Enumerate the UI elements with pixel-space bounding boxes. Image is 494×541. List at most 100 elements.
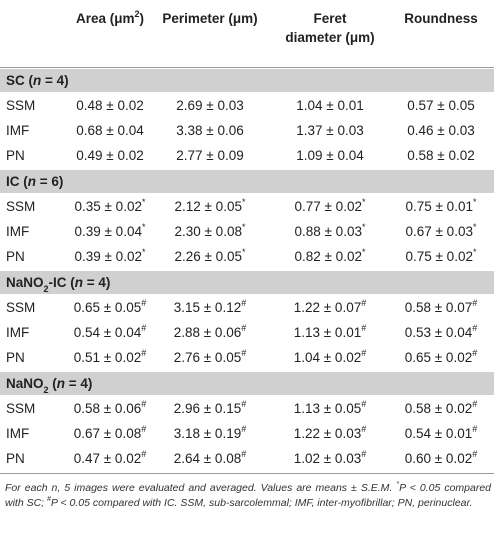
- row-label: IMF: [6, 224, 30, 239]
- cell-value: 1.22 ± 0.07: [293, 300, 362, 315]
- cell-significance-mark: #: [361, 297, 367, 308]
- cell-value: 1.04 ± 0.01: [296, 98, 364, 113]
- cell-perimeter: 2.69 ± 0.03: [150, 97, 270, 114]
- cell-significance-mark: #: [141, 347, 147, 358]
- cell-value: 1.37 ± 0.03: [296, 123, 364, 138]
- table-row: IMF 0.39 ± 0.04* 2.30 ± 0.08* 0.88 ± 0.03* 0…: [0, 219, 494, 244]
- cell-roundness: 0.54 ± 0.01#: [388, 423, 494, 442]
- cell-value: 3.38 ± 0.06: [176, 123, 244, 138]
- cell-significance-mark: #: [472, 423, 478, 434]
- cell-value: 0.75 ± 0.01: [405, 199, 473, 214]
- cell-value: 2.30 ± 0.08: [174, 224, 242, 239]
- cell-roundness: 0.57 ± 0.05: [388, 97, 494, 114]
- row-label: IMF: [6, 123, 30, 138]
- cell-value: 0.58 ± 0.06: [73, 401, 142, 416]
- cell-area: 0.49 ± 0.02: [50, 147, 170, 164]
- cell-roundness: 0.58 ± 0.07#: [388, 297, 494, 316]
- cell-area: 0.68 ± 0.04: [50, 122, 170, 139]
- cell-roundness: 0.75 ± 0.02*: [388, 247, 494, 265]
- cell-value: 2.26 ± 0.05: [174, 249, 242, 264]
- group-header: IC (n = 6): [0, 170, 494, 193]
- footnote-part2: P < 0.05 compared with SC;: [5, 482, 492, 509]
- cell-feret: 1.04 ± 0.01: [270, 97, 390, 114]
- cell-significance-mark: #: [472, 347, 478, 358]
- table-row: PN 0.47 ± 0.02# 2.64 ± 0.08# 1.02 ± 0.03# 0.…: [0, 446, 494, 471]
- cell-value: 0.68 ± 0.04: [76, 123, 144, 138]
- cell-significance-mark: #: [141, 423, 147, 434]
- header-feret: Feret diameter (μm): [270, 9, 390, 47]
- cell-perimeter: 2.26 ± 0.05*: [150, 247, 270, 265]
- cell-value: 0.54 ± 0.04: [73, 325, 142, 340]
- cell-value: 0.46 ± 0.03: [407, 123, 475, 138]
- cell-value: 0.47 ± 0.02: [73, 451, 142, 466]
- header-area-label: Area (μm: [75, 11, 135, 26]
- cell-area: 0.39 ± 0.04*: [50, 222, 170, 240]
- cell-value: 0.75 ± 0.02: [405, 249, 473, 264]
- cell-feret: 1.13 ± 0.05#: [270, 399, 390, 417]
- cell-significance-mark: #: [141, 448, 147, 459]
- cell-value: 2.77 ± 0.09: [176, 148, 244, 163]
- cell-value: 1.22 ± 0.03: [293, 426, 362, 441]
- cell-value: 2.69 ± 0.03: [176, 98, 244, 113]
- table-row: IMF 0.67 ± 0.08# 3.18 ± 0.19# 1.22 ± 0.03# 0…: [0, 421, 494, 446]
- cell-roundness: 0.60 ± 0.02#: [388, 449, 494, 467]
- cell-significance-mark: *: [472, 196, 477, 207]
- cell-value: 3.15 ± 0.12: [173, 300, 242, 315]
- cell-significance-mark: #: [241, 347, 247, 358]
- footnote-part3: P < 0.05 compared with IC. SSM, sub-sarc…: [50, 497, 473, 509]
- cell-significance-mark: *: [141, 246, 146, 257]
- group-label-part: (: [48, 376, 57, 391]
- group-label-part: n: [56, 376, 66, 391]
- cell-value: 0.58 ± 0.02: [404, 401, 473, 416]
- group-header: SC (n = 4): [0, 69, 494, 92]
- cell-perimeter: 2.76 ± 0.05#: [150, 347, 270, 366]
- cell-perimeter: 2.64 ± 0.08#: [150, 449, 270, 467]
- cell-feret: 1.22 ± 0.03#: [270, 423, 390, 442]
- row-label: SSM: [6, 199, 36, 214]
- cell-area: 0.67 ± 0.08#: [50, 423, 170, 442]
- cell-value: 1.09 ± 0.04: [296, 148, 364, 163]
- cell-significance-mark: #: [361, 322, 367, 333]
- table-row: SSM 0.48 ± 0.02 2.69 ± 0.03 1.04 ± 0.01 0.57…: [0, 93, 494, 118]
- cell-area: 0.58 ± 0.06#: [50, 398, 170, 417]
- table-row: SSM 0.65 ± 0.05# 3.15 ± 0.12# 1.22 ± 0.07# 0…: [0, 295, 494, 320]
- group-label-part: SC (: [6, 73, 33, 88]
- cell-value: 0.67 ± 0.03: [405, 224, 473, 239]
- cell-significance-mark: #: [361, 423, 367, 434]
- cell-significance-mark: *: [241, 221, 246, 232]
- cell-value: 0.48 ± 0.02: [76, 98, 144, 113]
- table-row: SSM 0.58 ± 0.06# 2.96 ± 0.15# 1.13 ± 0.05# 0…: [0, 396, 494, 421]
- cell-significance-mark: #: [141, 398, 147, 409]
- cell-significance-mark: #: [472, 322, 478, 333]
- cell-significance-mark: #: [141, 322, 147, 333]
- cell-value: 0.39 ± 0.04: [74, 224, 142, 239]
- cell-significance-mark: #: [472, 297, 478, 308]
- group-label-part: n: [74, 275, 84, 290]
- group-header: NaNO2-IC (n = 4): [0, 271, 494, 294]
- row-label: SSM: [6, 98, 36, 113]
- table-row: PN 0.49 ± 0.02 2.77 ± 0.09 1.09 ± 0.04 0.58 …: [0, 143, 494, 168]
- header-rule: [0, 67, 494, 68]
- group-label-part: = 4): [83, 275, 111, 290]
- cell-area: 0.48 ± 0.02: [50, 97, 170, 114]
- cell-value: 0.35 ± 0.02: [74, 199, 142, 214]
- header-feret-line1: Feret: [313, 11, 347, 26]
- header-area: Area (μm2): [60, 9, 160, 28]
- cell-value: 2.64 ± 0.08: [173, 451, 242, 466]
- cell-significance-mark: #: [241, 322, 247, 333]
- row-label: PN: [6, 148, 25, 163]
- group-label: IC (n = 6): [6, 173, 63, 190]
- cell-area: 0.54 ± 0.04#: [50, 322, 170, 341]
- cell-value: 1.13 ± 0.05: [293, 401, 362, 416]
- group-header: NaNO2 (n = 4): [0, 372, 494, 395]
- cell-value: 0.57 ± 0.05: [407, 98, 475, 113]
- cell-area: 0.51 ± 0.02#: [50, 347, 170, 366]
- cell-value: 0.65 ± 0.05: [73, 300, 142, 315]
- cell-perimeter: 2.77 ± 0.09: [150, 147, 270, 164]
- cell-value: 0.88 ± 0.03: [294, 224, 362, 239]
- cell-value: 0.53 ± 0.04: [404, 325, 473, 340]
- cell-area: 0.39 ± 0.02*: [50, 246, 170, 265]
- cell-significance-mark: #: [241, 297, 247, 308]
- cell-feret: 0.77 ± 0.02*: [270, 197, 390, 215]
- table-row: IMF 0.68 ± 0.04 3.38 ± 0.06 1.37 ± 0.03 0.46…: [0, 118, 494, 143]
